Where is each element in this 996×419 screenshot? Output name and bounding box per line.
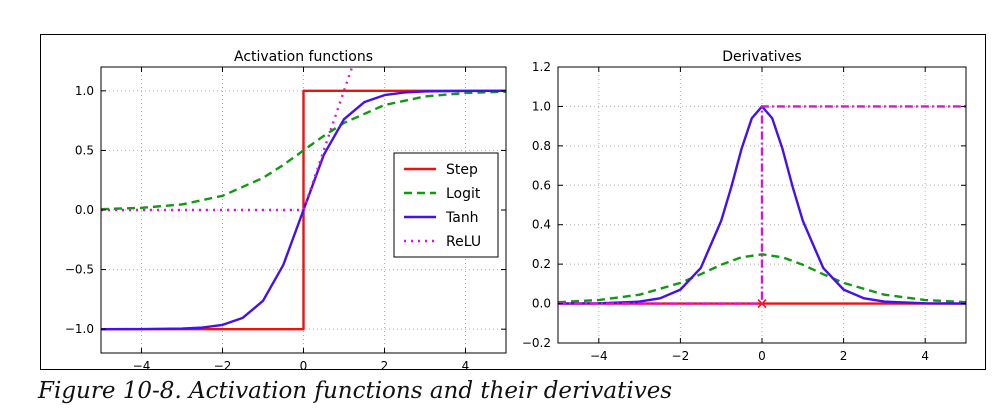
x-tick-label: 2 [840,349,848,363]
legend-box [393,152,499,258]
y-tick-label: 1.0 [75,84,94,98]
series-relu-line [558,105,966,305]
y-tick-label: 0.5 [75,143,94,157]
figure-caption: Figure 10-8. Activation functions and th… [38,378,673,404]
chart-2: −4 −2 0 2 4 −0.2 0.0 0.2 0.4 0.6 0.8 1.0 1.2 Derivati… [522,49,967,363]
series-logit-line [101,90,506,211]
legend-label-logit: Logit [446,186,481,202]
chart-1: −4 −2 0 2 4 −1.0 −0.5 0.0 0.5 1.0 Activation funct… [65,49,507,369]
charts-canvas: −4 −2 0 2 4 −1.0 −0.5 0.0 0.5 1.0 Activation funct… [65,49,967,369]
y-tick-label: 0.8 [532,139,551,153]
y-tick-label: −0.5 [65,263,94,277]
legend-label-tanh: Tanh [445,210,479,226]
x-tick-label: 0 [758,349,766,363]
figure-frame: −4 −2 0 2 4 −1.0 −0.5 0.0 0.5 1.0 Activation funct… [40,34,986,370]
chart-title: Derivatives [722,49,801,65]
x-tick-label: 4 [462,359,470,369]
y-tick-label: 0.0 [532,297,551,311]
y-tick-label: 0.2 [532,257,551,271]
x-tick-label: 0 [300,359,308,369]
x-tick-label: −4 [590,349,608,363]
chart-title: Activation functions [234,49,373,65]
y-tick-label: −1.0 [65,322,94,336]
x-tick-label: 2 [381,359,389,369]
y-tick-label: 1.0 [532,99,551,113]
x-tick-label: 4 [921,349,929,363]
x-tick-label: −2 [214,359,232,369]
series-relu-line [101,67,354,212]
y-tick-label: 0.0 [75,203,94,217]
x-tick-label: −2 [672,349,690,363]
y-tick-label: 1.2 [532,60,551,74]
legend-label-step: Step [446,162,478,178]
legend-label-relu: ReLU [446,234,481,250]
series-logit-line [558,253,966,304]
x-tick-label: −4 [133,359,151,369]
y-tick-label: −0.2 [522,336,551,350]
series-tanh-line [101,89,506,331]
y-tick-label: 0.4 [532,218,551,232]
legend: Step Logit Tanh ReLU [393,152,499,258]
y-tick-label: 0.6 [532,178,551,192]
